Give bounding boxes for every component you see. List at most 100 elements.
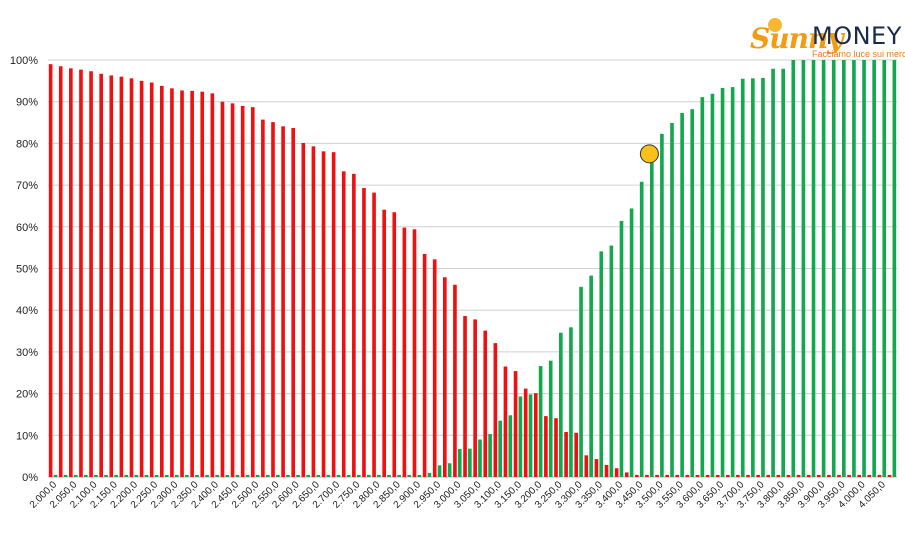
bar-red [736, 474, 740, 477]
bar-green [427, 472, 432, 477]
bar-green [245, 474, 250, 477]
bar-red [776, 474, 781, 477]
bar-red [362, 188, 366, 478]
bar-green [559, 332, 563, 477]
bar-red [422, 253, 427, 477]
bar-red [685, 474, 690, 477]
bar-green [649, 162, 654, 477]
bar-red [230, 103, 235, 478]
bar-red [533, 393, 538, 477]
bar-green [225, 474, 230, 477]
y-tick-label: 50% [16, 264, 38, 276]
bar-green [235, 474, 240, 477]
bar-green [296, 474, 300, 477]
bar-red [624, 472, 629, 477]
bar-red [887, 474, 892, 477]
bar-red [725, 474, 730, 477]
bar-red [574, 432, 579, 477]
bar-red [240, 105, 245, 478]
bar-green [276, 474, 280, 477]
bar-green [619, 220, 624, 477]
bar-green [306, 474, 310, 477]
bar-red [796, 474, 801, 477]
bar-red [311, 146, 316, 477]
bar-green [639, 181, 644, 477]
bar-red [190, 90, 194, 477]
bar-red [746, 474, 750, 477]
bar-green [528, 394, 533, 477]
bar-green [286, 474, 290, 477]
bar-red [847, 474, 851, 477]
bar-red [271, 122, 275, 478]
bar-green [144, 474, 149, 477]
sunny-money-logo: Sunny MONEY Facciamo luce sui mercati [748, 18, 905, 66]
bar-red [837, 474, 841, 477]
bar-red [412, 229, 417, 477]
bar-red [705, 474, 710, 477]
bar-green [124, 474, 129, 477]
bar-green [740, 78, 745, 477]
bar-red [89, 71, 93, 477]
bar-green [407, 474, 412, 477]
bar-green [771, 68, 775, 478]
bar-red [99, 73, 103, 478]
bar-green [215, 474, 220, 477]
bar-red [635, 474, 639, 477]
bar-red [69, 68, 73, 477]
bar-green [397, 474, 401, 477]
bar-green [94, 474, 98, 477]
bar-green [629, 208, 634, 477]
bar-green [316, 474, 321, 477]
bar-red [614, 468, 619, 477]
bar-green [730, 87, 735, 477]
bar-red [715, 474, 720, 477]
bar-green [700, 97, 705, 477]
bar-green [781, 68, 786, 478]
bar-red [321, 151, 326, 477]
bar-green [417, 474, 422, 477]
bar-red [220, 101, 225, 477]
bar-red [301, 142, 306, 477]
bar-green [882, 60, 887, 477]
bar-red [331, 152, 336, 478]
x-axis: 2.000,02.050,02.100,02.150,02.200,02.250… [28, 479, 888, 511]
bar-green [255, 474, 260, 477]
bar-green [488, 434, 492, 477]
bar-red [200, 91, 205, 477]
bar-red [665, 474, 669, 477]
bar-green [862, 60, 866, 477]
y-axis: 0% 10% 20% 30% 40% 50% 60% 70% 80% 90% 100% [10, 55, 897, 484]
bar-red [544, 416, 548, 477]
bar-red [250, 107, 255, 477]
bar-red [493, 343, 498, 477]
bar-green [387, 474, 391, 477]
bar-red [857, 474, 862, 477]
bar-red [372, 192, 376, 477]
bar-green [842, 60, 846, 477]
bar-green [366, 474, 371, 477]
logo-brand-left: Sunny [750, 22, 844, 55]
sun-icon [768, 18, 782, 32]
bar-green [579, 286, 583, 477]
bar-red [816, 474, 821, 477]
bar-green [660, 133, 664, 477]
bar-green [326, 474, 331, 477]
bar-red [129, 78, 134, 478]
bar-red [564, 431, 568, 477]
y-tick-label: 20% [16, 389, 38, 401]
bar-green [447, 463, 452, 477]
y-tick-label: 60% [16, 222, 38, 234]
bar-green [498, 420, 503, 477]
bar-red [149, 82, 154, 477]
bar-red [48, 64, 53, 478]
bar-green [53, 474, 58, 477]
bar-green [265, 474, 270, 477]
bar-red [210, 93, 215, 478]
bar-green [134, 474, 139, 477]
bar-green [821, 60, 826, 477]
bar-green [538, 366, 543, 477]
bar-green [670, 122, 674, 477]
bar-green [104, 474, 108, 477]
bar-red [119, 76, 124, 478]
